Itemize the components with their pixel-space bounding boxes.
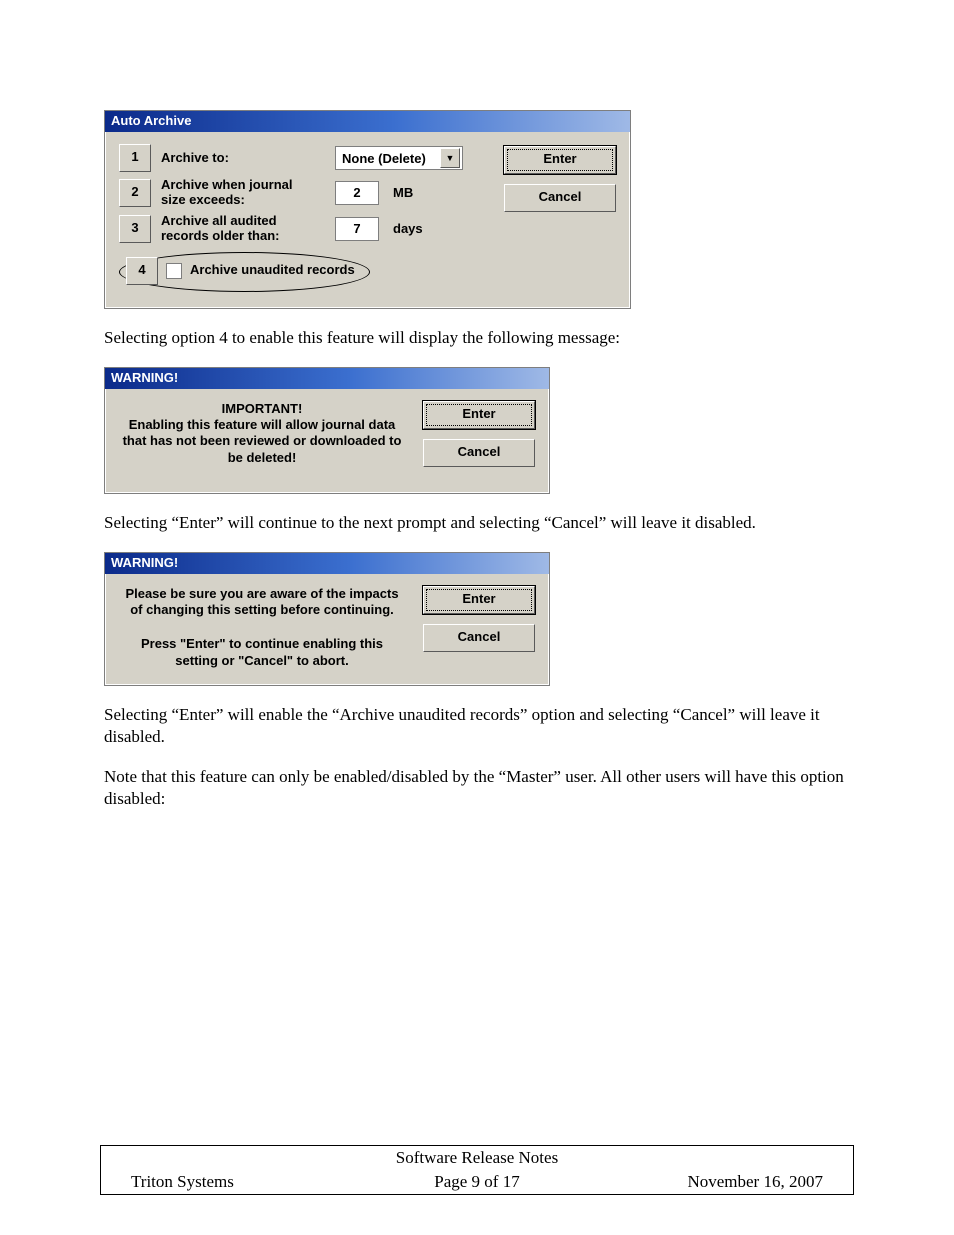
archive-to-label: Archive to: [161,151,229,166]
option-2-button[interactable]: 2 [119,179,151,207]
row-older-than: 3 Archive all audited records older than… [119,214,484,244]
footer-title: Software Release Notes [101,1146,853,1170]
auto-archive-dialog: Auto Archive 1 Archive to: None (Delete)… [104,110,631,309]
warning-2-buttons: Enter Cancel [423,586,535,662]
warning-1-titlebar: WARNING! [105,368,549,389]
footer-right: November 16, 2007 [596,1170,853,1194]
journal-size-label: Archive when journal size exceeds: [161,178,292,208]
option-4-button[interactable]: 4 [126,257,158,285]
auto-archive-buttons: Enter Cancel [504,144,616,292]
warning-1-text: IMPORTANT! Enabling this feature will al… [119,401,405,466]
journal-size-input[interactable]: 2 [335,181,379,205]
warning-2-cancel-button[interactable]: Cancel [423,624,535,652]
warning-2-text-col: Please be sure you are aware of the impa… [119,586,405,669]
auto-archive-body: 1 Archive to: None (Delete) ▼ 2 [105,132,630,308]
row-journal-size: 2 Archive when journal size exceeds: 2 M… [119,178,484,208]
warning-1-buttons: Enter Cancel [423,401,535,477]
row-archive-to: 1 Archive to: None (Delete) ▼ [119,144,484,172]
warning-dialog-2: WARNING! Please be sure you are aware of… [104,552,550,686]
cancel-button[interactable]: Cancel [504,184,616,212]
older-than-unit: days [393,221,423,236]
paragraph-2: Selecting “Enter” will continue to the n… [104,512,854,534]
paragraph-4: Note that this feature can only be enabl… [104,766,854,810]
warning-1-heading: IMPORTANT! [119,401,405,417]
warning-2-titlebar: WARNING! [105,553,549,574]
footer-center: Page 9 of 17 [358,1170,595,1194]
chevron-down-icon[interactable]: ▼ [440,148,460,168]
page-container: Auto Archive 1 Archive to: None (Delete)… [0,0,954,1235]
warning-2-message-1: Please be sure you are aware of the impa… [119,586,405,619]
archive-to-value: None (Delete) [342,151,426,166]
warning-2-enter-button[interactable]: Enter [423,586,535,614]
enter-button[interactable]: Enter [504,146,616,174]
warning-1-message: Enabling this feature will allow journal… [119,417,405,466]
unaudited-label: Archive unaudited records [190,263,355,278]
older-than-input[interactable]: 7 [335,217,379,241]
warning-1-body: IMPORTANT! Enabling this feature will al… [105,389,549,493]
footer-left: Triton Systems [101,1170,358,1194]
warning-2-message-2: Press "Enter" to continue enabling this … [119,636,405,669]
paragraph-3: Selecting “Enter” will enable the “Archi… [104,704,854,748]
warning-2-body: Please be sure you are aware of the impa… [105,574,549,685]
warning-1-cancel-button[interactable]: Cancel [423,439,535,467]
footer-table: Software Release Notes Triton Systems Pa… [100,1145,854,1195]
unaudited-checkbox[interactable] [166,263,182,279]
warning-dialog-1: WARNING! IMPORTANT! Enabling this featur… [104,367,550,494]
archive-to-select[interactable]: None (Delete) ▼ [335,146,463,170]
option-3-button[interactable]: 3 [119,215,151,243]
older-than-label: Archive all audited records older than: [161,214,279,244]
option-1-button[interactable]: 1 [119,144,151,172]
journal-size-unit: MB [393,185,413,200]
option-4-highlight: 4 Archive unaudited records [119,252,370,292]
paragraph-1: Selecting option 4 to enable this featur… [104,327,854,349]
warning-1-enter-button[interactable]: Enter [423,401,535,429]
auto-archive-titlebar: Auto Archive [105,111,630,132]
